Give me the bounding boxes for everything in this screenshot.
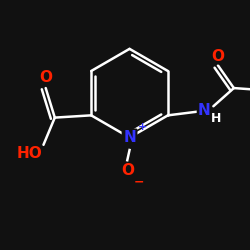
- Text: O: O: [39, 70, 52, 85]
- Text: H: H: [210, 112, 221, 125]
- Text: O: O: [212, 49, 224, 64]
- Text: −: −: [134, 175, 144, 188]
- Text: +: +: [138, 122, 147, 132]
- Text: O: O: [121, 163, 134, 178]
- Text: HO: HO: [17, 146, 43, 162]
- Text: N: N: [123, 130, 136, 145]
- Text: N: N: [198, 103, 211, 118]
